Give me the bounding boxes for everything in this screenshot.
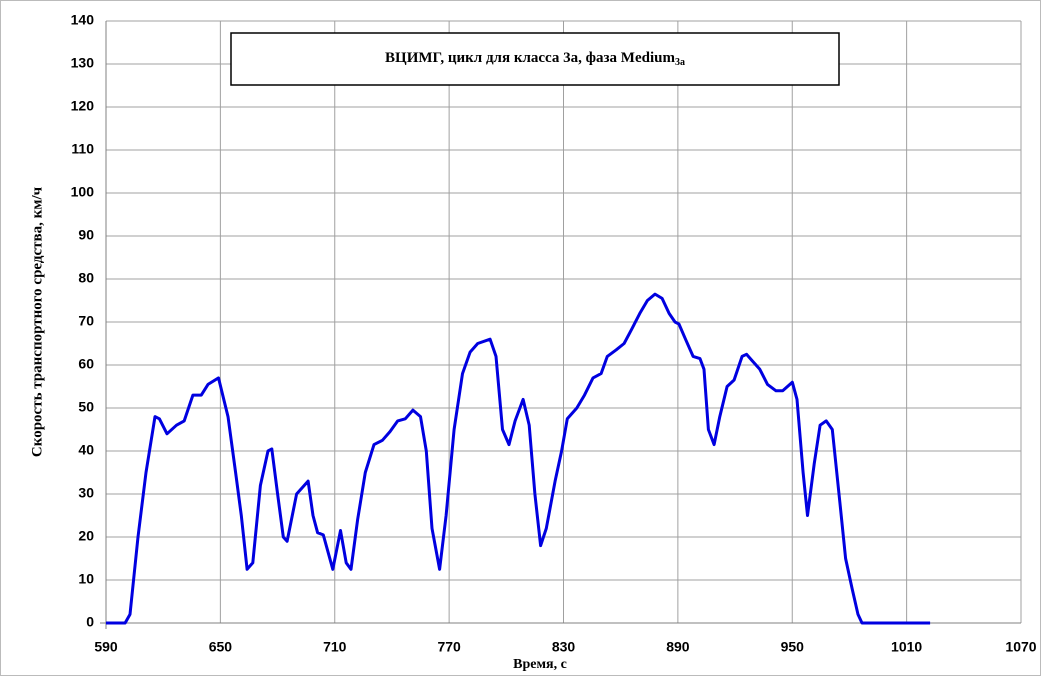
x-tick-label: 650 — [209, 639, 233, 655]
y-tick-label: 130 — [71, 55, 95, 71]
x-tick-label: 710 — [323, 639, 347, 655]
y-tick-label: 30 — [78, 485, 94, 501]
x-tick-label: 950 — [781, 639, 805, 655]
x-tick-label: 1010 — [891, 639, 922, 655]
y-tick-label: 110 — [71, 141, 94, 157]
x-tick-label: 830 — [552, 639, 576, 655]
x-tick-label: 1070 — [1005, 639, 1036, 655]
y-tick-label: 0 — [86, 614, 94, 630]
y-tick-label: 90 — [78, 227, 94, 243]
x-tick-label: 770 — [437, 639, 461, 655]
title-subscript: 3a — [675, 57, 685, 68]
y-tick-label: 120 — [71, 98, 95, 114]
y-tick-label: 40 — [78, 442, 94, 458]
y-tick-label: 70 — [78, 313, 94, 329]
x-axis-label: Время, с — [513, 657, 567, 672]
y-tick-label: 140 — [71, 12, 95, 28]
x-tick-label: 590 — [94, 639, 118, 655]
y-tick-label: 100 — [71, 184, 95, 200]
y-axis-label: Скорость транспортного средства, км/ч — [29, 186, 45, 457]
y-tick-label: 80 — [78, 270, 94, 286]
y-tick-label: 20 — [78, 528, 94, 544]
title-box — [230, 32, 840, 86]
y-tick-label: 50 — [78, 399, 94, 415]
y-tick-label: 60 — [78, 356, 94, 372]
chart-title: ВЦИМГ, цикл для класса 3а, фаза Medium3a — [385, 50, 685, 68]
title-main: ВЦИМГ, цикл для класса 3а, фаза Medium — [385, 50, 675, 66]
y-tick-label: 10 — [78, 571, 94, 587]
data-line — [106, 292, 931, 625]
x-tick-label: 890 — [666, 639, 690, 655]
